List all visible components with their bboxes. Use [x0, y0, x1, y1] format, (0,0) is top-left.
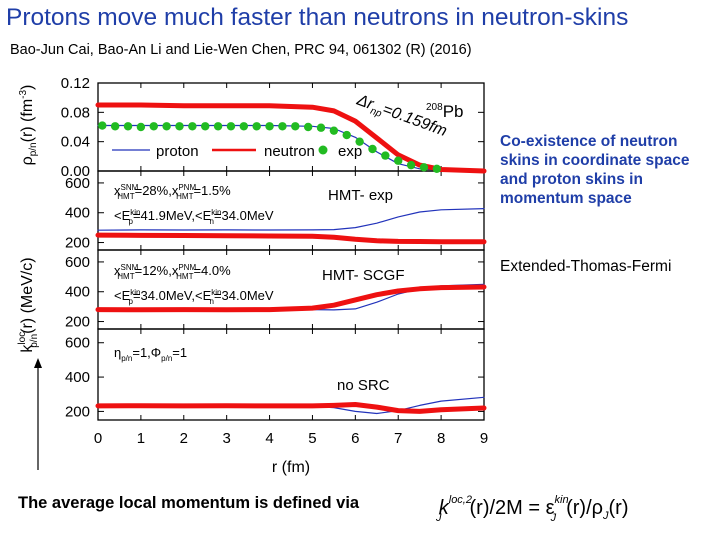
y-tick-label: 0.00 [61, 163, 90, 180]
exp-data-point [98, 121, 107, 130]
exp-data-point [201, 122, 210, 131]
neutron-curve [95, 232, 487, 245]
y-tick-label: 600 [65, 254, 90, 271]
y-tick-label: 400 [65, 205, 90, 222]
exp-data-point [355, 137, 364, 146]
hmt-scgf-energies: <Ekin p=34.0MeV,<Ekin n=34.0MeV [114, 288, 274, 306]
neutron-curve [95, 102, 487, 174]
y-tick-label: 200 [65, 314, 90, 331]
slide-title: Protons move much faster than neutrons i… [6, 4, 629, 31]
exp-data-point [316, 123, 326, 132]
proton-curve [97, 208, 485, 231]
average-momentum-text: The average local momentum is defined vi… [18, 494, 360, 512]
exp-data-point [213, 122, 223, 131]
x-tick-label: 4 [265, 430, 273, 447]
nosrc-params: ηp/n=1,Φp/n=1 [114, 345, 187, 363]
hmt-exp-energies: <Ekin p=41.9MeV,<Ekin n=34.0MeV [114, 208, 274, 226]
x-axis-label: r (fm) [272, 459, 310, 476]
x-tick-label: 2 [180, 430, 188, 447]
exp-data-point [136, 122, 146, 132]
x-tick-label: 0 [94, 430, 102, 447]
neutron-curve [95, 284, 487, 313]
exp-data-point [303, 122, 313, 132]
hmt-scgf-fractions: xSNM HMT=12%,xPNM HMT=4.0% [114, 263, 231, 281]
momentum-arrowhead [34, 358, 42, 368]
legend-exp-marker [318, 145, 328, 155]
hmt-exp-tag: HMT- exp [328, 187, 393, 204]
exp-data-point [239, 122, 249, 131]
y-tick-label: 400 [65, 369, 90, 386]
y-tick-label: 0.12 [61, 75, 90, 92]
exp-data-point [188, 122, 197, 131]
neutron-curve [95, 402, 487, 414]
etf-label: Extended-Thomas-Fermi [500, 258, 672, 275]
exp-data-point [368, 144, 377, 154]
exp-data-point [394, 156, 403, 165]
chart-curves [95, 102, 487, 415]
density-legend: proton neutron exp [112, 143, 362, 160]
exp-data-point [149, 122, 158, 131]
exp-data-point [252, 122, 261, 131]
y-tick-label: 600 [65, 335, 90, 352]
x-tick-label: 7 [394, 430, 402, 447]
hmt-scgf-tag: HMT- SCGF [322, 267, 405, 284]
nucleus-label: 208Pb [426, 102, 463, 121]
panel-nosrc-frame [97, 328, 485, 421]
legend-exp-label: exp [338, 143, 362, 160]
x-tick-label: 8 [437, 430, 445, 447]
exp-data-point [226, 122, 236, 131]
x-tick-label: 9 [480, 430, 488, 447]
delta-rnp-annotation: Δrnp=0.159fm [353, 91, 449, 142]
x-tick-label: 5 [308, 430, 316, 447]
exp-data-point [175, 122, 184, 131]
hmt-exp-fractions: xSNM HMT=28%,xPNM HMT=1.5% [114, 183, 231, 201]
y-tick-label: 200 [65, 235, 90, 252]
ylabel-density: ρp/n(r) (fm-3) [18, 85, 39, 166]
exp-data-point [110, 122, 120, 131]
x-tick-label: 1 [137, 430, 145, 447]
exp-data-point [123, 122, 133, 131]
skin-note: Co-existence of neutron skins in coordin… [500, 133, 690, 207]
exp-data-point [291, 122, 300, 131]
exp-data-point [419, 163, 429, 172]
legend-proton-label: proton [156, 143, 199, 160]
exp-data-point [342, 130, 351, 140]
x-tick-label: 6 [351, 430, 359, 447]
y-tick-label: 0.08 [61, 104, 90, 121]
citation: Bao-Jun Cai, Bao-An Li and Lie-Wen Chen,… [10, 42, 472, 58]
exp-data-point [278, 122, 287, 131]
y-tick-label: 0.04 [61, 134, 90, 151]
exp-data-point [162, 122, 171, 131]
legend-neutron-label: neutron [264, 143, 315, 160]
exp-data-point [265, 122, 274, 131]
ylabel-momentum: klocp/n(r) (MeV/c) [17, 257, 40, 352]
exp-data-point [329, 126, 339, 135]
y-tick-label: 600 [65, 175, 90, 192]
nosrc-tag: no SRC [337, 377, 390, 394]
y-tick-label: 400 [65, 284, 90, 301]
exp-data-point [432, 164, 442, 173]
y-tick-label: 200 [65, 403, 90, 420]
x-tick-label: 3 [222, 430, 230, 447]
local-momentum-formula: kloc,2 J (r)/2M = εkin J (r)/ρJ(r) [435, 494, 629, 524]
exp-data-point [381, 151, 390, 160]
exp-data-point [406, 160, 416, 170]
